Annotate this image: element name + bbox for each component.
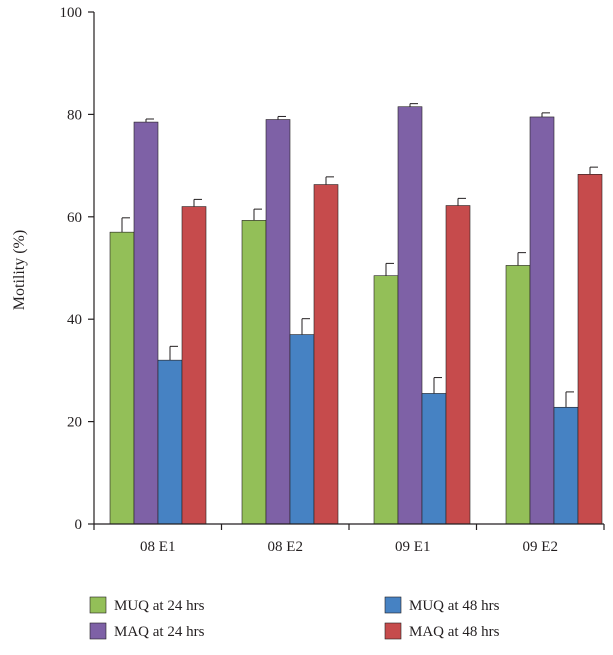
bar [157, 359, 183, 525]
x-tick-label: 09 E2 [523, 539, 558, 555]
legend-swatch [89, 596, 107, 614]
legend-label: MAQ at 24 hrs [114, 624, 205, 640]
y-tick-label: 40 [67, 312, 82, 328]
y-tick-label: 20 [67, 415, 82, 431]
bar [505, 265, 531, 525]
y-tick-label: 60 [67, 210, 82, 226]
y-axis-title: Motility (%) [11, 230, 28, 310]
x-tick-label: 08 E1 [140, 539, 175, 555]
bar [241, 220, 267, 525]
bar [265, 119, 291, 525]
legend-swatch [384, 596, 402, 614]
bar [133, 121, 159, 525]
y-tick-label: 80 [67, 107, 82, 123]
y-tick-label: 0 [75, 517, 83, 533]
x-axis-ticks: 08 E1 08 E2 09 E1 09 E2 [93, 524, 605, 555]
legend-swatch [384, 622, 402, 640]
bar [421, 393, 447, 525]
bar [553, 406, 579, 525]
y-tick-label: 100 [60, 5, 83, 21]
legend-label: MAQ at 48 hrs [409, 624, 500, 640]
legend: MUQ at 24 hrs MAQ at 24 hrs MUQ at 48 hrs M… [89, 596, 500, 640]
bar [529, 116, 555, 525]
y-axis-ticks: 0 20 40 60 80 100 [60, 5, 94, 533]
legend-label: MUQ at 48 hrs [409, 598, 500, 614]
bar [313, 184, 339, 525]
legend-swatch [89, 622, 107, 640]
bar [181, 206, 207, 525]
bar [289, 334, 315, 525]
bars-layer [109, 103, 603, 525]
bar [577, 174, 603, 525]
legend-label: MUQ at 24 hrs [114, 598, 205, 614]
x-tick-label: 09 E1 [395, 539, 430, 555]
bar [373, 275, 399, 525]
bar [397, 106, 423, 525]
bar [109, 231, 135, 525]
bar [445, 205, 471, 525]
x-tick-label: 08 E2 [268, 539, 303, 555]
